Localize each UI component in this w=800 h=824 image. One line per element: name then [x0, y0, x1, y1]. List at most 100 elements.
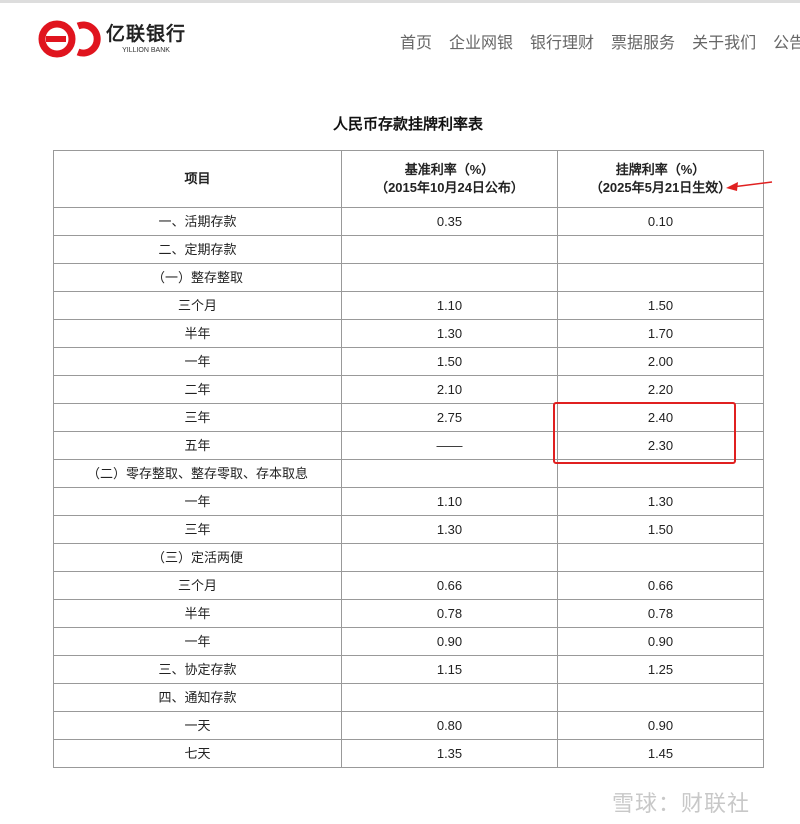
logo-icon — [38, 20, 101, 58]
base-rate-cell: —— — [341, 431, 558, 460]
item-cell: （三）定活两便 — [53, 543, 342, 572]
base-rate-cell: 1.50 — [341, 347, 558, 376]
base-rate-cell: 0.90 — [341, 627, 558, 656]
listed-rate-cell — [557, 235, 764, 264]
listed-rate-cell — [557, 263, 764, 292]
watermark: 雪球：财联社 — [612, 791, 751, 816]
header-line: 项目 — [184, 171, 211, 186]
listed-rate-cell: 0.66 — [557, 571, 764, 600]
base-rate-cell — [341, 459, 558, 488]
listed-rate-cell: 1.30 — [557, 487, 764, 516]
item-cell: 一年 — [53, 487, 342, 516]
table-row: 半年 1.30 1.70 — [53, 319, 764, 348]
item-cell: 三年 — [53, 515, 342, 544]
table-row: 二年 2.10 2.20 — [53, 375, 764, 404]
base-rate-cell: 1.30 — [341, 319, 558, 348]
column-header: 挂牌利率（%） （2025年5月21日生效） — [557, 150, 764, 208]
listed-rate-cell: 2.40 — [557, 403, 764, 432]
nav-about[interactable]: 关于我们 — [692, 35, 757, 52]
header-line: 挂牌利率（%） — [615, 162, 706, 177]
item-cell: 半年 — [53, 599, 342, 628]
rate-table: 项目 基准利率（%） （2015年10月24日公布） 挂牌利率（%） （2025年5月2… — [53, 150, 764, 768]
listed-rate-cell: 1.70 — [557, 319, 764, 348]
item-cell: 一年 — [53, 347, 342, 376]
nav-home[interactable]: 首页 — [400, 35, 433, 52]
table-row: 一天 0.80 0.90 — [53, 711, 764, 740]
item-cell: 一、活期存款 — [53, 207, 342, 236]
header-subline: （2025年5月21日生效） — [589, 180, 732, 195]
item-cell: 二、定期存款 — [53, 235, 342, 264]
item-cell: 二年 — [53, 375, 342, 404]
table-row: 一年 1.10 1.30 — [53, 487, 764, 516]
table-row: 三个月 0.66 0.66 — [53, 571, 764, 600]
listed-rate-cell: 0.78 — [557, 599, 764, 628]
table-row: 五年 —— 2.30 — [53, 431, 764, 460]
page-title: 人民币存款挂牌利率表 — [332, 116, 483, 133]
table-row: 半年 0.78 0.78 — [53, 599, 764, 628]
table-row: （一）整存整取 — [53, 263, 764, 292]
brand-name-en: YILLION BANK — [122, 46, 170, 54]
listed-rate-cell: 2.00 — [557, 347, 764, 376]
base-rate-cell: 2.10 — [341, 375, 558, 404]
base-rate-cell: 1.10 — [341, 291, 558, 320]
table-row: 一年 1.50 2.00 — [53, 347, 764, 376]
header-line: 基准利率（%） — [404, 162, 495, 177]
listed-rate-cell — [557, 683, 764, 712]
table-row: 二、定期存款 — [53, 235, 764, 264]
item-cell: 三个月 — [53, 291, 342, 320]
item-cell: 一天 — [53, 711, 342, 740]
nav-wealth[interactable]: 银行理财 — [530, 35, 595, 52]
table-row: 一年 0.90 0.90 — [53, 627, 764, 656]
table-row: 三个月 1.10 1.50 — [53, 291, 764, 320]
item-cell: 三、协定存款 — [53, 655, 342, 684]
table-row: （三）定活两便 — [53, 543, 764, 572]
item-cell: （二）零存整取、整存零取、存本取息 — [53, 459, 342, 488]
column-header: 项目 — [53, 150, 342, 208]
item-cell: 三年 — [53, 403, 342, 432]
bank-logo[interactable]: 亿联银行 YILLION BANK — [38, 20, 186, 58]
column-header: 基准利率（%） （2015年10月24日公布） — [341, 150, 558, 208]
table-row: 一、活期存款 0.35 0.10 — [53, 207, 764, 236]
nav-bills[interactable]: 票据服务 — [611, 35, 676, 52]
base-rate-cell: 1.30 — [341, 515, 558, 544]
item-cell: 三个月 — [53, 571, 342, 600]
table-row: 三、协定存款 1.15 1.25 — [53, 655, 764, 684]
listed-rate-cell: 0.90 — [557, 711, 764, 740]
base-rate-cell: 2.75 — [341, 403, 558, 432]
listed-rate-cell: 0.90 — [557, 627, 764, 656]
table-row: 四、通知存款 — [53, 683, 764, 712]
item-cell: 四、通知存款 — [53, 683, 342, 712]
listed-rate-cell: 1.25 — [557, 655, 764, 684]
item-cell: 七天 — [53, 739, 342, 768]
base-rate-cell: 1.35 — [341, 739, 558, 768]
header-subline: （2015年10月24日公布） — [375, 180, 524, 195]
base-rate-cell — [341, 683, 558, 712]
listed-rate-cell: 1.50 — [557, 515, 764, 544]
listed-rate-cell: 1.50 — [557, 291, 764, 320]
listed-rate-cell: 0.10 — [557, 207, 764, 236]
base-rate-cell: 1.15 — [341, 655, 558, 684]
listed-rate-cell: 2.20 — [557, 375, 764, 404]
item-cell: 一年 — [53, 627, 342, 656]
table-row: 三年 1.30 1.50 — [53, 515, 764, 544]
highlight-box — [553, 402, 736, 464]
listed-rate-cell: 1.45 — [557, 739, 764, 768]
item-cell: 五年 — [53, 431, 342, 460]
table-row: 七天 1.35 1.45 — [53, 739, 764, 768]
browser-top-border — [0, 0, 800, 3]
base-rate-cell: 0.80 — [341, 711, 558, 740]
brand-name: 亿联银行 — [106, 23, 187, 45]
nav-corporate-banking[interactable]: 企业网银 — [449, 35, 514, 52]
base-rate-cell — [341, 543, 558, 572]
base-rate-cell — [341, 263, 558, 292]
nav-announcements[interactable]: 公告 — [773, 35, 800, 52]
item-cell: （一）整存整取 — [53, 263, 342, 292]
base-rate-cell: 1.10 — [341, 487, 558, 516]
table-row: 三年 2.75 2.40 — [53, 403, 764, 432]
item-cell: 半年 — [53, 319, 342, 348]
base-rate-cell: 0.78 — [341, 599, 558, 628]
base-rate-cell: 0.35 — [341, 207, 558, 236]
listed-rate-cell — [557, 543, 764, 572]
main-nav: 首页 企业网银 银行理财 票据服务 关于我们 公告 — [400, 29, 800, 53]
base-rate-cell — [341, 235, 558, 264]
